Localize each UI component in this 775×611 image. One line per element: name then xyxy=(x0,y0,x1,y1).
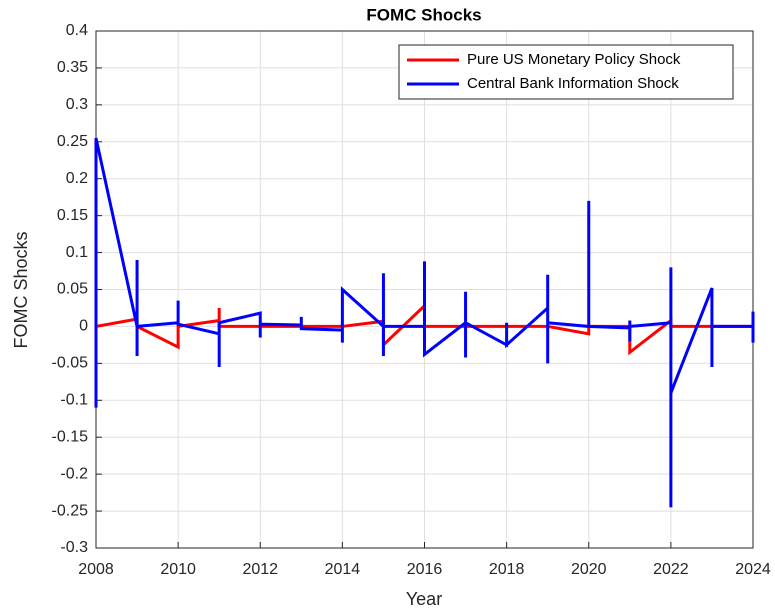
series-line xyxy=(94,137,755,508)
y-tick-label: 0.4 xyxy=(66,22,88,39)
x-tick-label: 2008 xyxy=(78,561,114,578)
y-tick-label: -0.05 xyxy=(52,355,89,372)
y-tick-label: -0.15 xyxy=(52,428,89,445)
y-tick-label: 0.15 xyxy=(57,207,88,224)
x-tick-label: 2022 xyxy=(653,561,689,578)
legend-label: Pure US Monetary Policy Shock xyxy=(467,51,681,68)
x-tick-label: 2012 xyxy=(242,561,278,578)
x-tick-label: 2020 xyxy=(571,561,607,578)
chart-title: FOMC Shocks xyxy=(366,5,481,24)
y-tick-label: 0.05 xyxy=(57,281,88,298)
y-tick-label: 0.1 xyxy=(66,244,88,261)
x-axis-label: Year xyxy=(406,589,442,609)
x-tick-label: 2010 xyxy=(160,561,196,578)
y-tick-label: 0.35 xyxy=(57,59,88,76)
y-tick-label: -0.1 xyxy=(60,392,88,409)
y-tick-label: 0.3 xyxy=(66,96,88,113)
x-tick-label: 2014 xyxy=(325,561,361,578)
y-tick-label: -0.2 xyxy=(60,465,88,482)
y-tick-label: 0.2 xyxy=(66,170,88,187)
y-tick-label: -0.25 xyxy=(52,502,89,519)
y-tick-label: 0.25 xyxy=(57,133,88,150)
y-tick-label: -0.3 xyxy=(60,539,88,556)
x-tick-label: 2024 xyxy=(735,561,771,578)
x-tick-label: 2016 xyxy=(407,561,443,578)
legend-box xyxy=(398,44,734,100)
x-tick-label: 2018 xyxy=(489,561,525,578)
y-axis-label: FOMC Shocks xyxy=(11,231,31,348)
y-tick-label: 0 xyxy=(79,318,88,335)
legend-label: Central Bank Information Shock xyxy=(467,75,679,92)
